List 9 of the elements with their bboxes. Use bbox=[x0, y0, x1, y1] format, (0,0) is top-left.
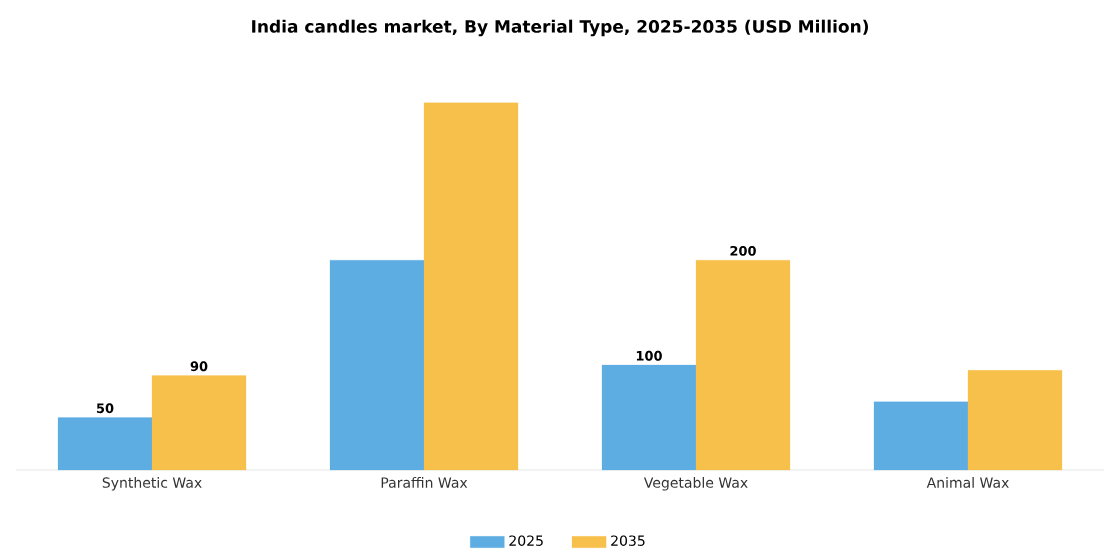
bar bbox=[151, 375, 247, 471]
bar bbox=[423, 102, 519, 471]
bar bbox=[967, 370, 1063, 471]
bar bbox=[601, 364, 697, 471]
bar bbox=[873, 401, 969, 471]
bar bbox=[57, 417, 153, 471]
bar bbox=[329, 260, 425, 471]
chart-title: India candles market, By Material Type, 2025-2035 (USD Million) bbox=[252, 19, 868, 37]
bar bbox=[695, 260, 791, 471]
